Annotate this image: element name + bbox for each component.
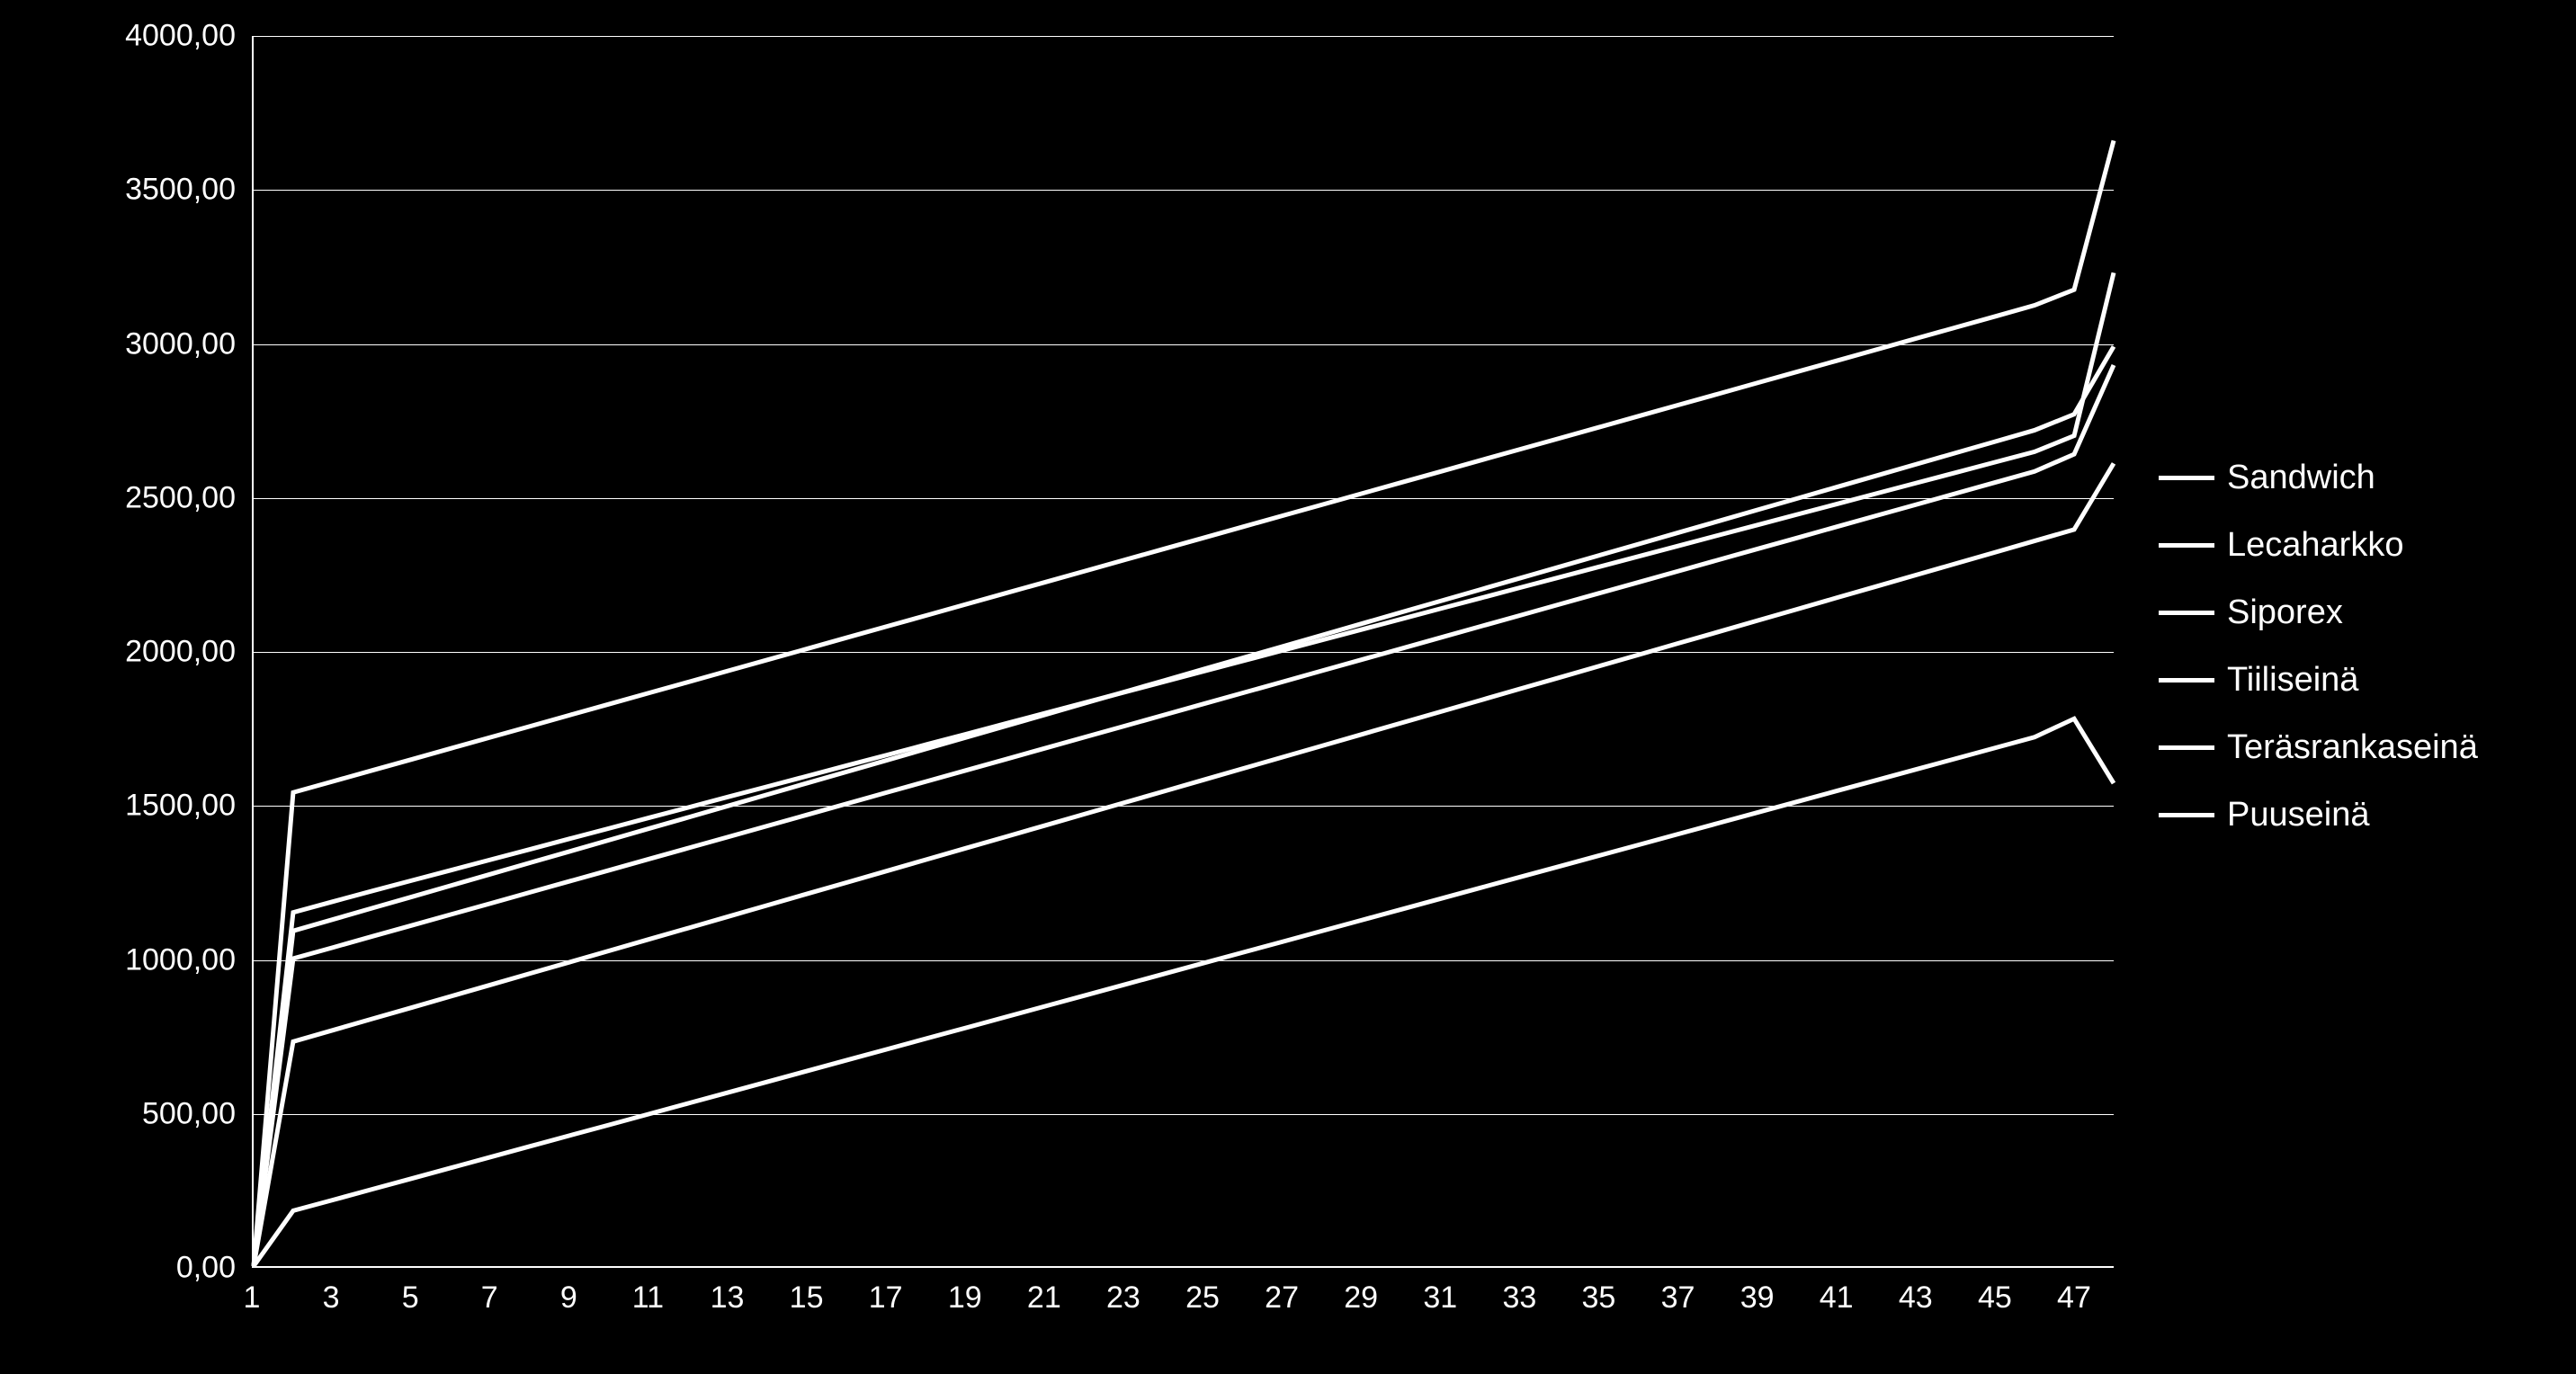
legend-item: Tiiliseinä bbox=[2159, 661, 2478, 700]
chart-lines bbox=[254, 36, 2114, 1266]
x-tick-label: 17 bbox=[869, 1280, 903, 1316]
x-tick-label: 31 bbox=[1423, 1280, 1457, 1316]
legend-swatch bbox=[2159, 611, 2214, 615]
gridline bbox=[254, 1114, 2114, 1115]
gridline bbox=[254, 36, 2114, 37]
x-tick-label: 9 bbox=[560, 1280, 577, 1316]
x-tick-label: 3 bbox=[323, 1280, 340, 1316]
legend-item: Lecaharkko bbox=[2159, 526, 2478, 565]
legend-item: Sandwich bbox=[2159, 459, 2478, 497]
gridline bbox=[254, 960, 2114, 961]
line-chart: 0,00 500,00 1000,00 1500,00 2000,00 2500,00 30… bbox=[0, 0, 2576, 1374]
legend-swatch bbox=[2159, 745, 2214, 750]
x-tick-label: 45 bbox=[1978, 1280, 2012, 1316]
x-tick-label: 37 bbox=[1661, 1280, 1695, 1316]
x-tick-label: 35 bbox=[1582, 1280, 1616, 1316]
y-tick-label: 2000,00 bbox=[125, 635, 236, 670]
x-tick-label: 11 bbox=[632, 1280, 664, 1316]
series-line-sandwich bbox=[254, 718, 2114, 1266]
gridline bbox=[254, 806, 2114, 807]
x-tick-label: 29 bbox=[1344, 1280, 1378, 1316]
x-tick-label: 41 bbox=[1820, 1280, 1854, 1316]
y-tick-label: 2500,00 bbox=[125, 480, 236, 515]
legend: Sandwich Lecaharkko Siporex Tiiliseinä Teräs… bbox=[2159, 459, 2478, 834]
gridline bbox=[254, 498, 2114, 499]
plot-area bbox=[252, 36, 2114, 1268]
legend-label: Puuseinä bbox=[2227, 796, 2369, 834]
legend-swatch bbox=[2159, 476, 2214, 480]
legend-item: Siporex bbox=[2159, 593, 2478, 632]
x-axis-labels: 1357911131517192123252729313335373941434… bbox=[252, 1280, 2114, 1334]
gridline bbox=[254, 190, 2114, 191]
legend-swatch bbox=[2159, 678, 2214, 683]
legend-swatch bbox=[2159, 543, 2214, 548]
legend-label: Siporex bbox=[2227, 593, 2343, 632]
x-tick-label: 15 bbox=[790, 1280, 824, 1316]
legend-label: Teräsrankaseinä bbox=[2227, 728, 2478, 767]
y-tick-label: 4000,00 bbox=[125, 19, 236, 54]
series-line-siporex bbox=[254, 272, 2114, 1266]
y-tick-label: 3000,00 bbox=[125, 326, 236, 361]
y-tick-label: 1500,00 bbox=[125, 789, 236, 824]
y-tick-label: 3500,00 bbox=[125, 173, 236, 208]
x-tick-label: 23 bbox=[1106, 1280, 1140, 1316]
x-tick-label: 1 bbox=[244, 1280, 261, 1316]
y-axis-labels: 0,00500,001000,001500,002000,002500,0030… bbox=[0, 36, 236, 1268]
x-tick-label: 43 bbox=[1899, 1280, 1933, 1316]
gridline bbox=[254, 344, 2114, 345]
gridline bbox=[254, 652, 2114, 653]
x-tick-label: 39 bbox=[1740, 1280, 1775, 1316]
x-tick-label: 7 bbox=[481, 1280, 498, 1316]
y-tick-label: 500,00 bbox=[142, 1096, 236, 1131]
y-tick-label: 1000,00 bbox=[125, 942, 236, 977]
series-line-lecaharkko bbox=[254, 140, 2114, 1266]
legend-item: Teräsrankaseinä bbox=[2159, 728, 2478, 767]
x-tick-label: 27 bbox=[1265, 1280, 1299, 1316]
legend-swatch bbox=[2159, 813, 2214, 817]
x-tick-label: 25 bbox=[1185, 1280, 1220, 1316]
x-tick-label: 5 bbox=[402, 1280, 419, 1316]
x-tick-label: 21 bbox=[1027, 1280, 1061, 1316]
x-tick-label: 47 bbox=[2057, 1280, 2091, 1316]
legend-label: Sandwich bbox=[2227, 459, 2375, 497]
legend-label: Lecaharkko bbox=[2227, 526, 2403, 565]
x-tick-label: 19 bbox=[948, 1280, 982, 1316]
x-tick-label: 13 bbox=[711, 1280, 745, 1316]
series-line-teräsrankaseinä bbox=[254, 365, 2114, 1266]
legend-item: Puuseinä bbox=[2159, 796, 2478, 834]
x-tick-label: 33 bbox=[1502, 1280, 1536, 1316]
legend-label: Tiiliseinä bbox=[2227, 661, 2358, 700]
y-tick-label: 0,00 bbox=[176, 1251, 236, 1286]
